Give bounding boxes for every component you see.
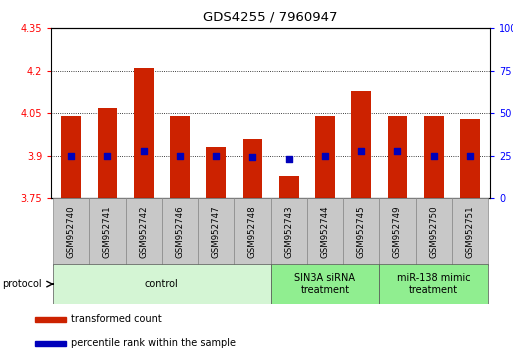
Text: GSM952744: GSM952744 (321, 206, 329, 258)
Text: percentile rank within the sample: percentile rank within the sample (71, 338, 236, 348)
Bar (279, 176, 299, 198)
Bar (170, 116, 190, 198)
Point (357, 148, 365, 154)
FancyBboxPatch shape (307, 198, 343, 266)
Point (248, 155, 256, 160)
Bar (206, 147, 226, 198)
Text: GSM952748: GSM952748 (248, 206, 257, 258)
Text: GSM952751: GSM952751 (465, 206, 475, 258)
Text: GSM952745: GSM952745 (357, 206, 366, 258)
Point (176, 153, 184, 159)
FancyBboxPatch shape (53, 198, 89, 266)
Bar (61, 116, 81, 198)
Text: GSM952747: GSM952747 (212, 206, 221, 258)
Point (321, 153, 329, 159)
FancyBboxPatch shape (379, 264, 488, 304)
FancyBboxPatch shape (126, 198, 162, 266)
Text: GSM952746: GSM952746 (175, 206, 185, 258)
Point (466, 153, 474, 159)
Point (67, 153, 75, 159)
FancyBboxPatch shape (343, 198, 379, 266)
FancyBboxPatch shape (234, 198, 270, 266)
Bar (35, 341, 66, 346)
Text: GDS4255 / 7960947: GDS4255 / 7960947 (203, 11, 338, 24)
Point (393, 148, 402, 154)
Point (140, 148, 148, 154)
FancyBboxPatch shape (452, 198, 488, 266)
Text: GSM952750: GSM952750 (429, 206, 438, 258)
FancyBboxPatch shape (198, 198, 234, 266)
Text: SIN3A siRNA
treatment: SIN3A siRNA treatment (294, 273, 356, 295)
FancyBboxPatch shape (416, 198, 452, 266)
Point (285, 156, 293, 162)
Bar (387, 116, 407, 198)
FancyBboxPatch shape (89, 198, 126, 266)
Text: GSM952741: GSM952741 (103, 206, 112, 258)
Text: miR-138 mimic
treatment: miR-138 mimic treatment (397, 273, 470, 295)
Bar (424, 116, 444, 198)
Text: GSM952743: GSM952743 (284, 206, 293, 258)
Text: transformed count: transformed count (71, 314, 162, 325)
Point (212, 153, 221, 159)
FancyBboxPatch shape (270, 264, 379, 304)
Bar (460, 119, 480, 198)
Text: protocol: protocol (3, 279, 42, 289)
Bar (134, 68, 154, 198)
Bar (97, 108, 117, 198)
FancyBboxPatch shape (53, 264, 270, 304)
Point (429, 153, 438, 159)
FancyBboxPatch shape (379, 198, 416, 266)
Bar (315, 116, 335, 198)
Bar (351, 91, 371, 198)
FancyBboxPatch shape (162, 198, 198, 266)
Bar (35, 317, 66, 322)
Text: GSM952749: GSM952749 (393, 206, 402, 258)
FancyBboxPatch shape (270, 198, 307, 266)
Text: GSM952742: GSM952742 (139, 206, 148, 258)
Point (104, 153, 112, 159)
Text: GSM952740: GSM952740 (67, 206, 76, 258)
Bar (243, 139, 263, 198)
Text: control: control (145, 279, 179, 289)
